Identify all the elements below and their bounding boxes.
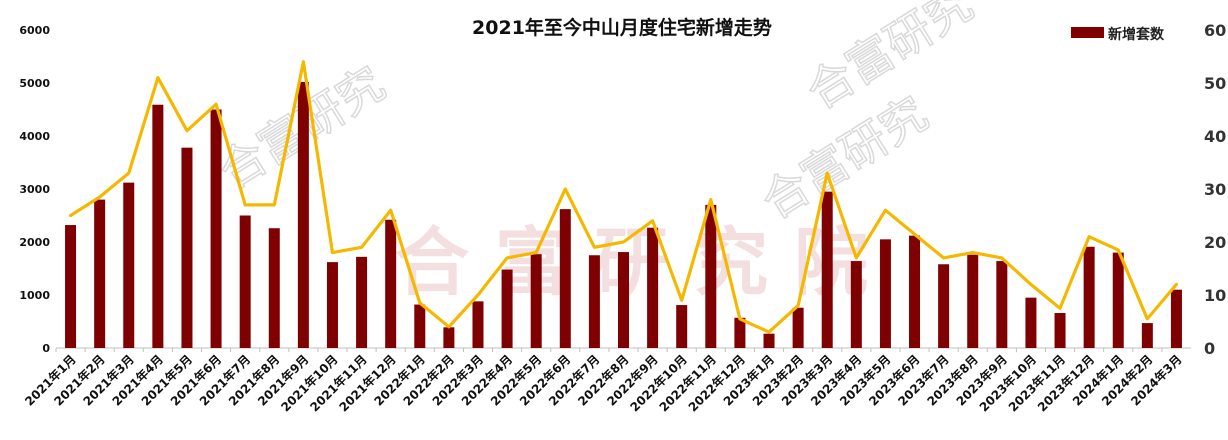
bar [94, 199, 106, 348]
right-tick-label: 10 [1204, 286, 1226, 305]
bar [123, 182, 135, 348]
line-series [68, 60, 1179, 334]
bar [996, 261, 1008, 348]
legend-swatch [1071, 27, 1104, 38]
bar [268, 228, 280, 348]
bar [1141, 323, 1153, 348]
left-tick-label: 4000 [19, 130, 50, 143]
bar [181, 147, 193, 348]
bar [676, 305, 688, 348]
left-tick-label: 0 [42, 342, 50, 355]
right-tick-label: 40 [1204, 127, 1226, 146]
bar [152, 104, 164, 348]
left-tick-label: 2000 [19, 236, 50, 249]
watermark-center: 合 富 研 究 院 [395, 220, 868, 306]
bar [705, 204, 717, 348]
bar [559, 209, 571, 348]
bar [1025, 297, 1037, 348]
bar [1083, 246, 1095, 348]
bar [821, 191, 833, 348]
bar [326, 262, 338, 348]
bar [501, 269, 513, 348]
bar [356, 256, 368, 348]
bar [530, 254, 542, 348]
bar [1112, 252, 1124, 348]
right-y-axis: 0 10 20 30 40 50 60 [1204, 21, 1226, 358]
left-tick-label: 6000 [19, 24, 50, 37]
bar [909, 235, 921, 348]
right-tick-label: 20 [1204, 233, 1226, 252]
bar [588, 255, 600, 348]
chart-title: 2021年至今中山月度住宅新增走势 [472, 16, 772, 39]
bar [647, 227, 659, 348]
x-axis-ticks: 2021年1月2021年2月2021年3月2021年4月2021年5月2021年… [22, 348, 1185, 415]
bar [385, 219, 397, 348]
right-tick-label: 60 [1204, 21, 1226, 40]
right-tick-label: 50 [1204, 74, 1226, 93]
bar [65, 225, 77, 348]
line-path [68, 60, 1179, 334]
bar [938, 264, 950, 348]
bar [297, 81, 309, 348]
bar [763, 333, 775, 348]
right-tick-label: 30 [1204, 180, 1226, 199]
bar [850, 261, 862, 348]
legend: 新增套数 [1071, 26, 1165, 43]
bar [618, 252, 629, 348]
bar [879, 239, 891, 348]
right-tick-label: 0 [1204, 339, 1215, 358]
bar-series [65, 81, 1182, 348]
bar [1170, 289, 1182, 348]
bar [443, 327, 455, 348]
bar [472, 301, 484, 348]
bar [414, 304, 426, 348]
bar [967, 254, 979, 348]
left-tick-label: 1000 [19, 289, 50, 302]
bar [239, 215, 251, 348]
left-tick-label: 3000 [19, 183, 50, 196]
bar [1054, 313, 1066, 348]
bar [210, 109, 222, 348]
left-y-axis: 0 1000 2000 3000 4000 5000 6000 [19, 24, 50, 355]
bar [792, 307, 804, 348]
bar [734, 317, 746, 348]
left-tick-label: 5000 [19, 77, 50, 90]
legend-label: 新增套数 [1108, 26, 1165, 43]
